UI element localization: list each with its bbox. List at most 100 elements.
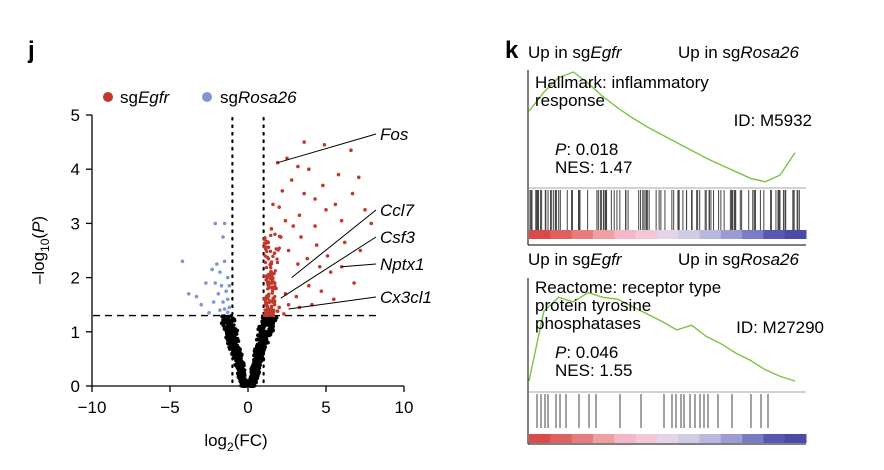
point-up — [307, 283, 311, 288]
y-tick-label: 1 — [71, 323, 80, 342]
point-ns — [262, 345, 267, 350]
point-up — [299, 235, 303, 239]
point-ns — [249, 383, 254, 388]
point-up — [339, 218, 344, 223]
point-up — [296, 262, 300, 266]
gsea2-hit-barcode — [536, 394, 769, 428]
point-up — [263, 312, 268, 316]
gsea2-right-header: Up in sgRosa26 — [678, 250, 800, 269]
point-up — [265, 249, 269, 254]
point-ns — [233, 327, 238, 331]
rank-segment — [571, 434, 594, 443]
point-ns — [237, 357, 242, 362]
point-ns — [230, 346, 235, 351]
rank-segment — [763, 230, 786, 239]
point-ns — [254, 358, 258, 363]
point-ns — [224, 335, 229, 340]
point-up — [265, 304, 269, 308]
point-up — [272, 286, 277, 290]
point-up — [332, 297, 336, 302]
point-up — [268, 263, 273, 267]
gsea2-title-line1: Reactome: receptor type — [535, 278, 721, 297]
point-ns — [255, 362, 259, 367]
point-ns — [228, 318, 232, 323]
point-up — [268, 249, 273, 254]
point-up — [272, 296, 276, 300]
gsea2-title-line2: protein tyrosine — [535, 296, 651, 315]
x-tick-label: 5 — [321, 398, 330, 417]
rank-segment — [656, 230, 679, 239]
y-tick-label: 4 — [71, 160, 80, 179]
point-up — [265, 297, 270, 301]
rank-segment — [678, 434, 700, 443]
point-up — [325, 254, 330, 258]
point-up — [286, 248, 291, 253]
gene-label-leader — [280, 236, 377, 299]
point-ns — [264, 317, 269, 322]
point-ns — [237, 366, 242, 371]
point-down — [227, 305, 232, 310]
point-up — [265, 307, 269, 311]
point-up — [269, 265, 273, 270]
point-ns — [237, 373, 241, 378]
point-ns — [232, 348, 237, 353]
point-up — [266, 272, 271, 277]
point-up — [267, 280, 271, 284]
point-ns — [229, 322, 234, 327]
rank-segment — [614, 434, 637, 443]
point-up — [275, 309, 280, 314]
x-tick-label: −10 — [78, 398, 107, 417]
gsea1-title-line1: Hallmark: inflammatory — [535, 73, 709, 92]
rank-segment — [571, 230, 594, 239]
point-up — [268, 299, 272, 303]
point-up — [263, 236, 267, 240]
rank-segment — [784, 230, 807, 239]
point-up — [277, 205, 282, 209]
point-ns — [253, 352, 258, 357]
point-down — [227, 283, 232, 288]
gsea-plot-reactome: Up in sgEgfr Up in sgRosa26 Reactome: re… — [527, 250, 824, 445]
point-ns — [252, 376, 257, 381]
gsea1-rank-colorbar — [529, 230, 807, 239]
point-up — [263, 260, 268, 265]
point-up — [314, 243, 319, 247]
point-ns — [252, 349, 257, 353]
legend-label-sgrosa26: sgRosa26 — [220, 88, 297, 107]
gene-label-leader — [341, 263, 377, 268]
point-up — [266, 312, 270, 316]
point-up — [269, 269, 273, 274]
rank-segment — [635, 434, 658, 443]
point-up — [269, 306, 274, 310]
rank-segment — [763, 434, 786, 443]
panel-k-letter: k — [505, 37, 519, 64]
point-up — [302, 140, 306, 144]
legend-marker-sgegfr — [103, 92, 113, 102]
panel-k: k Up in sgEgfr Up in sgRosa26 Hallmark: … — [505, 37, 824, 445]
panel-j: j sgEgfr sgRosa26 −10 −5 0 5 10 0 1 2 3 4 5 Fos Ccl… — [27, 37, 432, 454]
x-tick-label: 0 — [243, 398, 252, 417]
point-down — [186, 292, 191, 296]
point-down — [224, 289, 228, 293]
point-ns — [227, 335, 232, 340]
point-ns — [223, 315, 228, 320]
gsea1-left-header: Up in sgEgfr — [528, 43, 623, 62]
point-ns — [262, 329, 267, 334]
point-down — [225, 310, 230, 315]
point-up — [270, 275, 275, 280]
point-up — [271, 202, 275, 207]
panel-j-letter: j — [27, 37, 35, 64]
point-up — [313, 224, 317, 228]
point-down — [210, 267, 214, 272]
rank-segment — [614, 230, 637, 239]
gene-label: Csf3 — [380, 228, 416, 247]
point-up — [296, 164, 300, 169]
point-ns — [236, 350, 241, 355]
point-up — [270, 285, 274, 289]
volcano-points — [180, 140, 374, 388]
point-ns — [263, 323, 268, 328]
gene-label-leader — [288, 296, 377, 310]
point-up — [321, 183, 325, 188]
point-ns — [256, 327, 261, 332]
point-ns — [256, 337, 260, 342]
point-down — [221, 300, 225, 304]
